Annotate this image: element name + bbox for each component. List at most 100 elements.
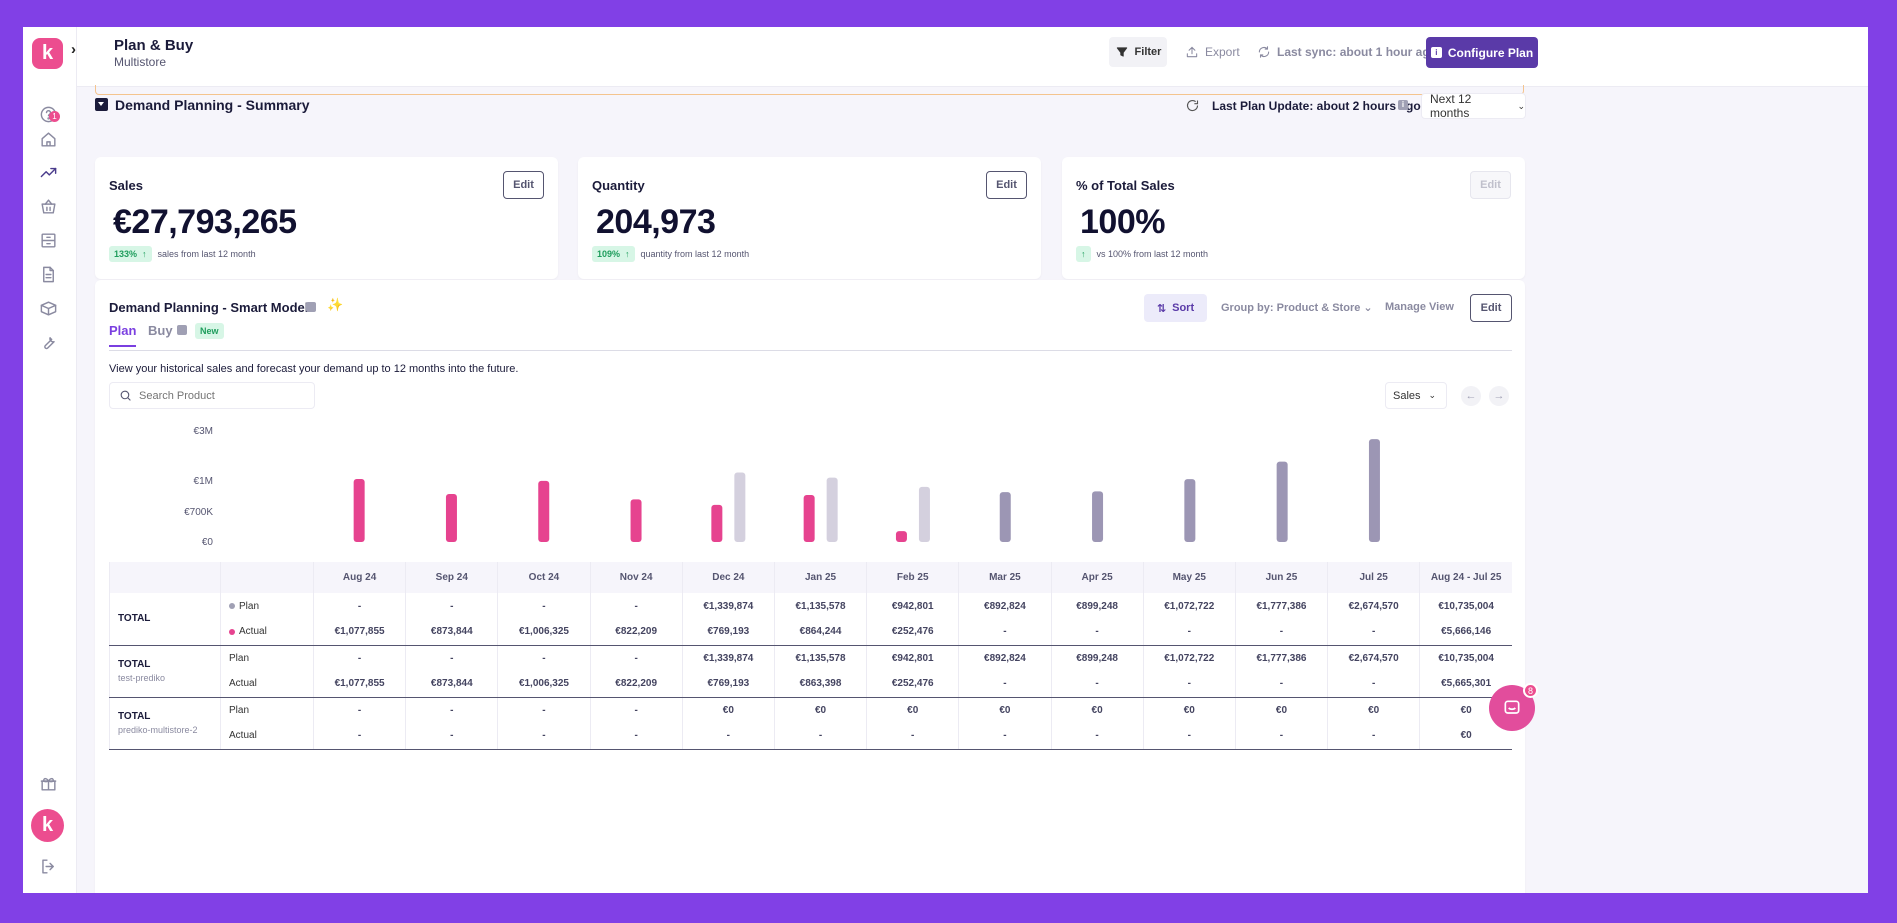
plan-bar[interactable] (1092, 491, 1104, 542)
table-cell[interactable]: €0 (681, 697, 775, 723)
table-cell[interactable]: €822,209 (589, 671, 683, 698)
tab-plan[interactable]: Plan (109, 323, 137, 347)
table-cell[interactable]: €769,193 (681, 619, 775, 646)
table-cell[interactable]: €769,193 (681, 671, 775, 698)
logout-icon[interactable] (36, 854, 60, 878)
package-icon[interactable] (36, 296, 60, 320)
table-cell[interactable]: - (497, 593, 591, 619)
actual-bar[interactable] (711, 504, 723, 542)
table-cell[interactable]: - (312, 697, 406, 723)
table-cell[interactable]: €1,135,578 (773, 593, 867, 619)
tools-icon[interactable] (36, 330, 60, 354)
table-cell[interactable]: €252,476 (866, 619, 959, 646)
table-cell[interactable]: €899,248 (1050, 645, 1144, 671)
search-input[interactable] (139, 389, 309, 402)
table-cell[interactable]: €864,244 (773, 619, 867, 646)
table-cell[interactable]: - (1050, 619, 1144, 646)
basket-icon[interactable] (36, 194, 60, 218)
table-cell[interactable]: €1,777,386 (1234, 593, 1328, 619)
table-cell[interactable]: €863,398 (773, 671, 867, 698)
table-cell[interactable]: - (497, 645, 591, 671)
tab-buy[interactable]: Buy (148, 323, 173, 338)
plan-bar[interactable] (1368, 439, 1380, 542)
table-cell[interactable]: - (958, 671, 1051, 698)
manage-view-button[interactable]: Manage View (1385, 301, 1454, 313)
table-cell[interactable]: - (958, 619, 1051, 646)
table-cell[interactable]: - (958, 723, 1051, 750)
prev-arrow-icon[interactable]: ← (1461, 386, 1481, 406)
expand-sidebar-icon[interactable]: › (71, 41, 76, 58)
table-cell[interactable]: - (589, 593, 683, 619)
table-cell[interactable]: - (589, 697, 683, 723)
document-icon[interactable] (36, 262, 60, 286)
table-cell[interactable]: €5,666,146 (1419, 619, 1512, 646)
actual-bar[interactable] (630, 499, 642, 542)
refresh-icon[interactable] (1185, 98, 1200, 113)
sync-status[interactable]: Last sync: about 1 hour ago (1257, 37, 1437, 67)
table-cell[interactable]: €822,209 (589, 619, 683, 646)
trend-icon[interactable] (36, 160, 60, 184)
table-cell[interactable]: - (405, 593, 498, 619)
range-select[interactable]: Next 12 months ⌄ (1421, 92, 1526, 120)
table-cell[interactable]: €1,077,855 (312, 671, 406, 698)
actual-bar[interactable] (353, 479, 365, 542)
table-cell[interactable]: €892,824 (958, 593, 1051, 619)
table-cell[interactable]: €0 (773, 697, 867, 723)
plan-bar[interactable] (918, 486, 930, 542)
table-cell[interactable]: - (589, 645, 683, 671)
table-cell[interactable]: - (1142, 723, 1236, 750)
table-cell[interactable]: - (497, 723, 591, 750)
table-cell[interactable]: - (589, 723, 683, 750)
table-cell[interactable]: - (681, 723, 775, 750)
table-cell[interactable]: €0 (1327, 697, 1420, 723)
plan-bar[interactable] (826, 477, 838, 542)
sort-button[interactable]: ⇅ Sort (1144, 294, 1207, 322)
export-button[interactable]: Export (1185, 37, 1240, 67)
table-cell[interactable]: €873,844 (405, 619, 498, 646)
filter-button[interactable]: Filter (1109, 37, 1167, 67)
actual-bar[interactable] (803, 495, 815, 542)
table-cell[interactable]: - (1234, 619, 1328, 646)
table-cell[interactable]: €1,006,325 (497, 671, 591, 698)
table-cell[interactable]: €0 (1419, 723, 1512, 750)
table-cell[interactable]: €2,674,570 (1327, 645, 1420, 671)
info-icon[interactable] (177, 325, 187, 335)
home-icon[interactable] (36, 127, 60, 151)
app-logo[interactable]: k (32, 38, 63, 69)
table-cell[interactable]: €0 (1234, 697, 1328, 723)
plan-bar[interactable] (999, 492, 1011, 542)
table-cell[interactable]: €0 (958, 697, 1051, 723)
table-cell[interactable]: - (312, 723, 406, 750)
table-cell[interactable]: - (312, 645, 406, 671)
actual-bar[interactable] (895, 531, 907, 542)
table-cell[interactable]: - (405, 697, 498, 723)
actual-bar[interactable] (538, 480, 550, 542)
plan-bar[interactable] (734, 472, 746, 542)
table-cell[interactable]: €892,824 (958, 645, 1051, 671)
table-cell[interactable]: €1,135,578 (773, 645, 867, 671)
edit-button[interactable]: Edit (1470, 171, 1511, 199)
configure-plan-button[interactable]: i Configure Plan (1426, 37, 1538, 68)
table-cell[interactable]: - (1234, 723, 1328, 750)
edit-button[interactable]: Edit (986, 171, 1027, 199)
table-cell[interactable]: - (1327, 619, 1420, 646)
table-cell[interactable]: - (1327, 723, 1420, 750)
table-cell[interactable]: €10,735,004 (1419, 645, 1512, 671)
gift-icon[interactable] (36, 771, 60, 795)
table-cell[interactable]: €1,339,874 (681, 593, 775, 619)
table-cell[interactable]: - (405, 645, 498, 671)
edit-button[interactable]: Edit (503, 171, 544, 199)
edit-button[interactable]: Edit (1470, 294, 1512, 322)
table-cell[interactable]: €942,801 (866, 645, 959, 671)
table-cell[interactable]: - (405, 723, 498, 750)
actual-bar[interactable] (445, 494, 457, 542)
table-cell[interactable]: - (1142, 671, 1236, 698)
table-cell[interactable]: - (1050, 723, 1144, 750)
table-cell[interactable]: €1,339,874 (681, 645, 775, 671)
table-cell[interactable]: €1,777,386 (1234, 645, 1328, 671)
table-cell[interactable]: - (1234, 671, 1328, 698)
info-icon[interactable] (306, 302, 316, 312)
table-cell[interactable]: - (1327, 671, 1420, 698)
table-cell[interactable]: €1,006,325 (497, 619, 591, 646)
plan-bar[interactable] (1276, 461, 1288, 542)
